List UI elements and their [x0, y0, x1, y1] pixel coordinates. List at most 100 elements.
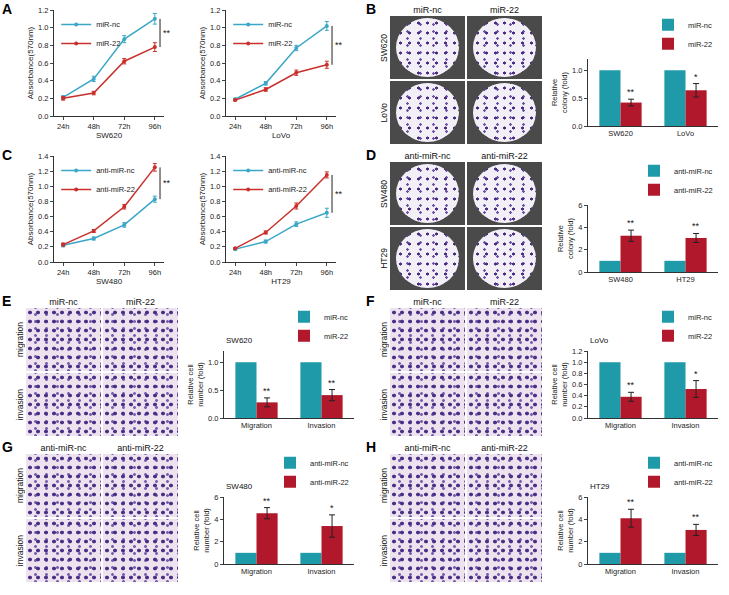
svg-text:0.6: 0.6: [210, 59, 220, 68]
svg-text:miR-22: miR-22: [324, 332, 348, 341]
svg-text:0.2: 0.2: [210, 242, 220, 251]
svg-text:4: 4: [578, 515, 582, 524]
svg-text:SW480: SW480: [96, 277, 123, 286]
svg-text:0.8: 0.8: [38, 41, 48, 50]
svg-text:Migration: Migration: [605, 421, 636, 430]
svg-text:*: *: [330, 503, 334, 513]
svg-text:Relativecolony (fold): Relativecolony (fold): [550, 72, 569, 113]
svg-text:Invasion: Invasion: [308, 567, 336, 576]
svg-text:24h: 24h: [229, 268, 242, 277]
svg-text:anti-miR-nc: anti-miR-nc: [674, 167, 713, 176]
svg-text:96h: 96h: [149, 122, 162, 131]
svg-text:1.4: 1.4: [38, 152, 48, 161]
svg-text:4: 4: [578, 223, 582, 232]
svg-text:0: 0: [578, 560, 582, 569]
svg-text:0.5: 0.5: [572, 94, 582, 103]
svg-text:anti-miR-nc: anti-miR-nc: [268, 166, 307, 175]
svg-text:Relative cellnumber (fold): Relative cellnumber (fold): [550, 362, 569, 407]
svg-text:6: 6: [214, 493, 218, 502]
svg-text:Migration: Migration: [605, 567, 636, 576]
svg-text:0.2: 0.2: [38, 94, 48, 103]
svg-text:72h: 72h: [290, 268, 303, 277]
svg-text:0.8: 0.8: [210, 197, 220, 206]
svg-text:6: 6: [578, 493, 582, 502]
svg-text:2: 2: [214, 537, 218, 546]
svg-text:0.2: 0.2: [210, 94, 220, 103]
svg-text:Absorbance(570nm): Absorbance(570nm): [26, 26, 35, 99]
svg-text:Absorbance(570nm): Absorbance(570nm): [198, 172, 207, 245]
svg-text:HT29: HT29: [590, 482, 610, 491]
svg-text:0.6: 0.6: [572, 380, 582, 389]
svg-text:0.4: 0.4: [572, 391, 582, 400]
svg-text:0.2: 0.2: [572, 402, 582, 411]
svg-text:**: **: [627, 218, 635, 228]
svg-text:**: **: [627, 380, 635, 390]
svg-text:0: 0: [578, 268, 582, 277]
svg-text:1.0: 1.0: [572, 358, 582, 367]
svg-text:Invasion: Invasion: [308, 421, 336, 430]
svg-text:**: **: [163, 178, 171, 188]
svg-text:0.0: 0.0: [210, 258, 220, 267]
svg-text:miR-22: miR-22: [688, 332, 712, 341]
svg-text:**: **: [627, 87, 635, 97]
svg-text:Invasion: Invasion: [672, 421, 700, 430]
svg-text:96h: 96h: [321, 122, 334, 131]
svg-text:SW620: SW620: [608, 129, 633, 138]
svg-text:miR-nc: miR-nc: [688, 21, 712, 30]
svg-text:48h: 48h: [87, 122, 100, 131]
svg-text:**: **: [263, 496, 271, 506]
svg-text:**: **: [627, 497, 635, 507]
svg-text:0.6: 0.6: [210, 212, 220, 221]
svg-text:LoVo: LoVo: [272, 131, 291, 140]
svg-text:Relative cellnumber (fold): Relative cellnumber (fold): [556, 508, 575, 553]
svg-text:Relative cellnumber (fold): Relative cellnumber (fold): [192, 508, 211, 553]
svg-text:SW620: SW620: [96, 131, 123, 140]
svg-text:HT29: HT29: [676, 275, 694, 284]
svg-text:SW480: SW480: [608, 275, 633, 284]
svg-text:0: 0: [214, 560, 218, 569]
svg-text:1.2: 1.2: [38, 167, 48, 176]
svg-text:1.0: 1.0: [210, 23, 220, 32]
svg-text:LoVo: LoVo: [590, 336, 609, 345]
svg-text:SW620: SW620: [226, 336, 253, 345]
svg-text:anti-miR-22: anti-miR-22: [310, 478, 349, 487]
svg-text:1.0: 1.0: [572, 66, 582, 75]
svg-text:1.0: 1.0: [210, 182, 220, 191]
svg-text:0.0: 0.0: [38, 258, 48, 267]
svg-text:48h: 48h: [259, 122, 272, 131]
svg-text:anti-miR-22: anti-miR-22: [268, 185, 307, 194]
svg-text:Absorbance(570nm): Absorbance(570nm): [198, 26, 207, 99]
svg-text:**: **: [335, 40, 343, 50]
svg-text:0.4: 0.4: [210, 76, 220, 85]
svg-text:Invasion: Invasion: [672, 567, 700, 576]
svg-text:0.0: 0.0: [210, 112, 220, 121]
svg-text:2: 2: [578, 537, 582, 546]
svg-text:miR-22: miR-22: [268, 39, 292, 48]
svg-text:anti-miR-22: anti-miR-22: [674, 478, 713, 487]
svg-text:96h: 96h: [149, 268, 162, 277]
svg-text:72h: 72h: [118, 122, 131, 131]
svg-text:SW480: SW480: [226, 482, 253, 491]
svg-text:0.8: 0.8: [210, 41, 220, 50]
svg-text:0.4: 0.4: [38, 76, 48, 85]
svg-text:miR-nc: miR-nc: [688, 313, 712, 322]
svg-text:**: **: [692, 512, 700, 522]
svg-text:0.6: 0.6: [38, 59, 48, 68]
svg-text:0.4: 0.4: [38, 227, 48, 236]
svg-text:72h: 72h: [118, 268, 131, 277]
svg-text:**: **: [263, 386, 271, 396]
svg-text:1.2: 1.2: [210, 6, 220, 15]
svg-text:Migration: Migration: [241, 421, 272, 430]
svg-text:miR-nc: miR-nc: [268, 20, 292, 29]
svg-text:24h: 24h: [229, 122, 242, 131]
svg-text:miR-nc: miR-nc: [96, 20, 120, 29]
svg-text:**: **: [692, 221, 700, 231]
svg-text:1.2: 1.2: [38, 6, 48, 15]
svg-text:Relative cellnumber (fold): Relative cellnumber (fold): [186, 362, 205, 407]
svg-text:24h: 24h: [57, 122, 70, 131]
svg-text:24h: 24h: [57, 268, 70, 277]
svg-text:0.5: 0.5: [208, 386, 218, 395]
svg-text:**: **: [328, 378, 336, 388]
svg-text:48h: 48h: [87, 268, 100, 277]
svg-text:96h: 96h: [321, 268, 334, 277]
